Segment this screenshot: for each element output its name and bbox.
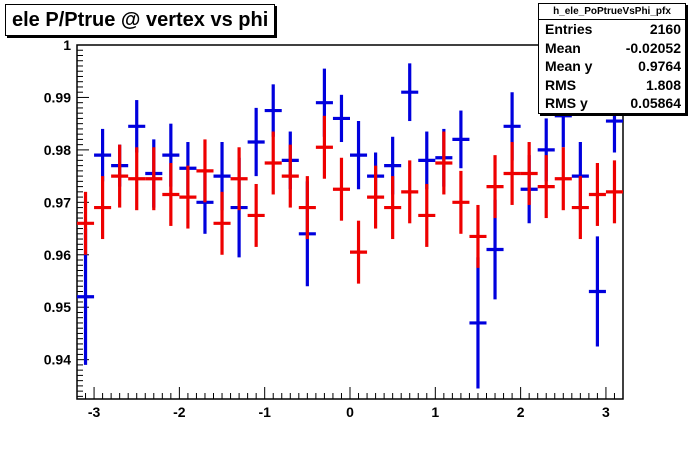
y-tick-label: 0.98 — [44, 142, 71, 158]
y-tick-label: 0.97 — [44, 194, 71, 210]
x-tick-label: -1 — [258, 404, 271, 420]
stats-histogram-name: h_ele_PoPtrueVsPhi_pfx — [539, 4, 685, 20]
stats-value: 0.05864 — [630, 95, 681, 111]
data-point-red — [520, 142, 538, 205]
y-tick-label: 0.94 — [44, 352, 71, 368]
stats-label: RMS — [545, 76, 577, 93]
y-tick-label: 0.99 — [44, 89, 71, 105]
data-point-blue — [128, 100, 146, 153]
stats-label: Mean y — [545, 58, 593, 74]
data-point-red — [571, 176, 589, 240]
stats-box: h_ele_PoPtrueVsPhi_pfx Entries 2160 Mean… — [538, 3, 686, 114]
y-axis: 0.94 0.95 0.96 0.97 0.98 0.99 1 — [44, 37, 89, 397]
data-point-red — [128, 147, 146, 211]
stats-row-mean-y: Mean y 0.9764 — [539, 57, 685, 76]
data-point-red — [264, 131, 282, 195]
data-point-red — [554, 147, 572, 211]
data-point-blue — [350, 121, 368, 190]
data-point-red — [298, 176, 316, 240]
data-point-blue — [264, 84, 282, 137]
data-point-red — [196, 139, 214, 203]
y-tick-label: 0.96 — [44, 247, 71, 263]
stats-value: 1.808 — [645, 76, 681, 93]
data-point-red — [315, 115, 333, 179]
data-point-red — [350, 220, 368, 284]
data-point-red — [162, 163, 180, 226]
data-point-red — [588, 163, 606, 226]
data-point-red — [384, 176, 402, 240]
data-point-red — [503, 142, 521, 205]
stats-row-rms-y: RMS y 0.05864 — [539, 94, 685, 113]
stats-row-mean: Mean -0.02052 — [539, 39, 685, 58]
data-point-red — [435, 131, 453, 195]
data-point-blue — [247, 107, 265, 177]
data-point-blue — [332, 94, 350, 143]
x-tick-label: -2 — [173, 404, 186, 420]
plot-frame — [76, 44, 624, 400]
data-point-red — [247, 183, 265, 247]
stats-label: Entries — [545, 21, 593, 37]
stats-label: RMS y — [545, 95, 588, 111]
data-point-red — [605, 160, 623, 224]
data-point-red — [469, 204, 487, 268]
x-tick-label: 1 — [431, 404, 439, 420]
data-point-red — [452, 170, 470, 234]
data-point-red — [332, 157, 350, 221]
data-point-red — [179, 165, 197, 229]
stats-value: -0.02052 — [625, 39, 681, 56]
x-tick-label: -3 — [88, 404, 101, 420]
data-point-red — [77, 191, 95, 255]
data-point-red — [111, 144, 129, 208]
data-point-blue — [452, 110, 470, 169]
y-tick-label: 1 — [63, 37, 71, 53]
data-point-red — [94, 176, 112, 240]
x-tick-label: 2 — [517, 404, 525, 420]
data-point-red — [486, 155, 504, 219]
stats-row-entries: Entries 2160 — [539, 20, 685, 39]
series-red — [77, 115, 623, 284]
data-point-red — [418, 183, 436, 247]
data-point-blue — [469, 257, 487, 389]
x-tick-label: 0 — [346, 404, 354, 420]
chart-title: ele P/Ptrue @ vertex vs phi — [5, 4, 276, 36]
data-point-red — [367, 165, 385, 229]
data-point-red — [281, 144, 299, 208]
data-point-red — [145, 147, 163, 211]
data-point-red — [537, 155, 555, 219]
stats-row-rms: RMS 1.808 — [539, 76, 685, 95]
data-point-blue — [418, 131, 436, 190]
data-point-blue — [401, 63, 419, 122]
data-point-blue — [94, 128, 112, 182]
data-point-red — [401, 160, 419, 224]
data-marks — [77, 63, 623, 389]
stats-value: 0.9764 — [638, 58, 681, 74]
x-tick-label: 3 — [602, 404, 610, 420]
data-point-blue — [588, 236, 606, 347]
stats-label: Mean — [545, 39, 581, 56]
stats-value: 2160 — [649, 21, 681, 37]
data-point-red — [213, 191, 231, 255]
x-axis: -3 -2 -1 0 1 2 3 — [76, 387, 624, 420]
y-tick-label: 0.95 — [44, 299, 71, 315]
data-point-red — [230, 147, 248, 211]
